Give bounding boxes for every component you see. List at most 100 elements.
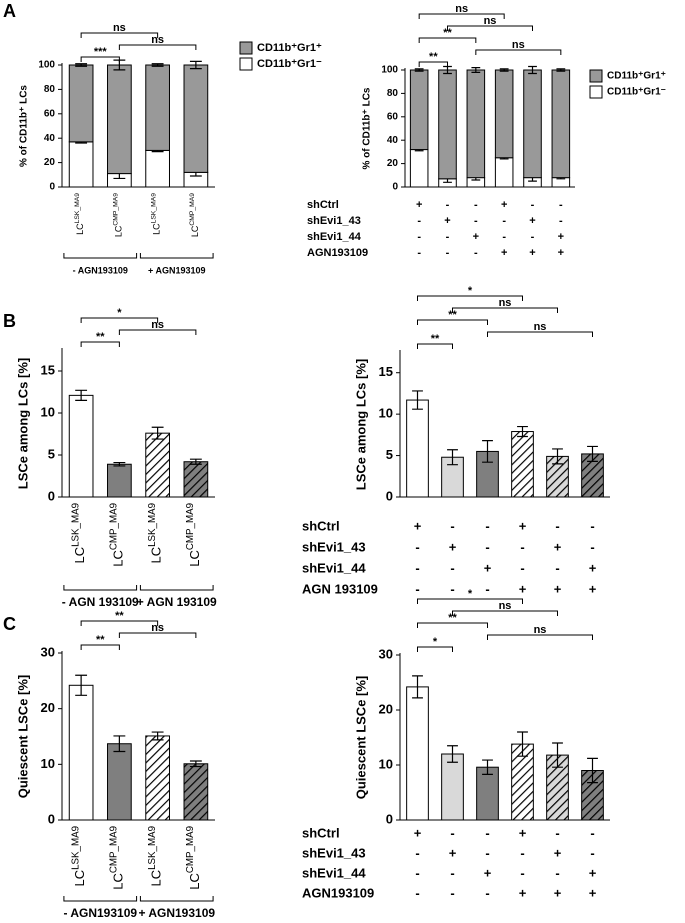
category-superscript: CMP_MA9 [189, 193, 196, 226]
significance-label: * [468, 285, 473, 297]
condition-mark: - [450, 885, 454, 900]
error-bar [412, 675, 423, 699]
condition-mark: - [415, 885, 419, 900]
condition-label: AGN 193109 [302, 581, 378, 596]
y-tick-label: 100 [38, 60, 55, 71]
significance-label: ** [443, 27, 452, 39]
condition-mark: + [529, 215, 535, 227]
condition-mark: - [417, 231, 421, 243]
category-base: LC [152, 223, 162, 235]
condition-mark: - [417, 215, 421, 227]
condition-mark: + [589, 581, 597, 596]
error-bar [113, 735, 126, 753]
error-bar [113, 461, 126, 467]
error-bar [189, 458, 202, 465]
category-base: LC [111, 550, 126, 567]
legend-swatch [589, 69, 603, 83]
condition-mark: + [589, 865, 597, 880]
significance-label: * [433, 636, 438, 648]
bar-segment [145, 64, 170, 151]
condition-label: shCtrl [302, 518, 340, 533]
condition-mark: - [450, 518, 454, 533]
condition-mark: - [520, 845, 524, 860]
bar-segment [523, 69, 542, 179]
condition-mark: + [449, 845, 457, 860]
condition-mark: - [520, 865, 524, 880]
condition-mark: + [414, 518, 422, 533]
error-bar [412, 390, 423, 410]
significance-bracket [475, 49, 562, 55]
condition-mark: - [555, 560, 559, 575]
y-tick-label: 5 [386, 447, 393, 462]
error-bar [556, 68, 566, 72]
significance-bracket [80, 56, 120, 62]
significance-label: ns [499, 297, 512, 309]
y-tick-label: 100 [381, 65, 398, 76]
panel-letter: B [3, 311, 16, 331]
condition-mark: - [450, 560, 454, 575]
category-base: LC [111, 873, 126, 890]
error-bar [587, 757, 598, 784]
condition-mark: + [501, 247, 507, 259]
significance-bracket [452, 307, 558, 313]
condition-mark: + [484, 865, 492, 880]
significance-label: ** [448, 309, 457, 321]
condition-mark: + [416, 199, 422, 211]
legend-swatch [239, 41, 253, 55]
y-tick-label: 30 [379, 646, 393, 661]
condition-mark: - [474, 199, 478, 211]
category-superscript: LSK_MA9 [70, 503, 81, 547]
y-tick-label: 10 [41, 404, 55, 419]
condition-mark: + [519, 885, 527, 900]
category-superscript: LSK_MA9 [150, 193, 157, 224]
y-axis-label: LSCe among LCs [%] [15, 358, 30, 489]
condition-mark: + [554, 845, 562, 860]
error-bar [75, 389, 88, 401]
significance-bracket [418, 13, 505, 19]
y-tick-label: 0 [48, 811, 55, 826]
condition-mark: - [446, 199, 450, 211]
bar [406, 399, 429, 498]
group-label: + AGN 193109 [137, 595, 217, 609]
significance-bracket [487, 634, 593, 640]
x-tick-label: LCLSK_MA9 [146, 503, 164, 564]
x-tick-label: LCCMP_MA9 [189, 193, 201, 237]
condition-mark: - [531, 231, 535, 243]
condition-mark: - [485, 518, 489, 533]
significance-label: ns [499, 600, 512, 612]
condition-mark: + [414, 825, 422, 840]
significance-bracket [447, 25, 533, 31]
y-tick-label: 80 [44, 84, 56, 95]
y-tick-label: 20 [41, 700, 55, 715]
category-base: LC [73, 870, 88, 887]
error-bar [499, 68, 509, 72]
group-bracket [63, 585, 138, 591]
y-tick-label: 0 [386, 488, 393, 503]
condition-label: AGN193109 [302, 885, 374, 900]
condition-mark: + [501, 199, 507, 211]
condition-mark: - [531, 199, 535, 211]
x-tick-label: LCCMP_MA9 [185, 503, 203, 567]
error-bar [482, 440, 493, 463]
bar-segment [145, 149, 170, 188]
x-tick-label: LCLSK_MA9 [74, 193, 86, 235]
condition-mark: + [519, 518, 527, 533]
condition-mark: - [474, 215, 478, 227]
y-tick-label: 80 [387, 88, 399, 99]
category-superscript: LSK_MA9 [146, 503, 157, 547]
error-bar [517, 425, 528, 438]
condition-mark: - [555, 518, 559, 533]
significance-label: ns [512, 39, 525, 51]
category-superscript: CMP_MA9 [108, 826, 119, 873]
error-bar [517, 731, 528, 757]
condition-mark: - [502, 215, 506, 227]
error-bar [151, 731, 164, 741]
group-label: + AGN193109 [138, 906, 215, 920]
condition-mark: + [589, 560, 597, 575]
condition-mark: + [554, 581, 562, 596]
y-tick-label: 20 [44, 157, 56, 168]
group-bracket [139, 896, 214, 902]
bar [441, 753, 464, 821]
significance-bracket [417, 598, 523, 604]
